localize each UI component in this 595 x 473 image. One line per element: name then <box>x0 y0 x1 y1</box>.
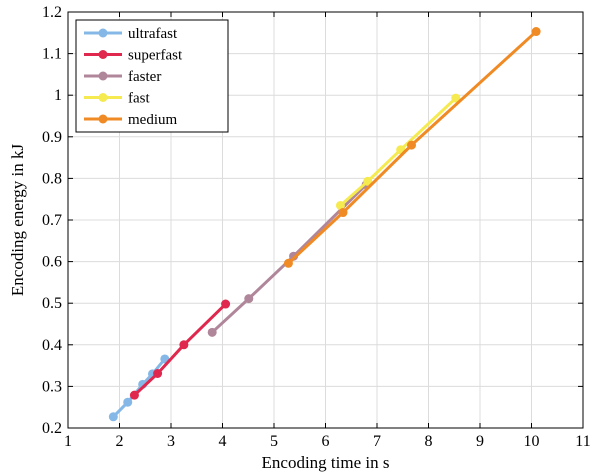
legend-item: faster <box>84 69 161 85</box>
legend-label: medium <box>128 112 177 128</box>
y-tick-label: 1 <box>54 87 62 104</box>
data-point <box>335 200 345 210</box>
y-tick-label: 1.1 <box>42 46 62 63</box>
y-tick-label: 0.5 <box>42 295 62 312</box>
y-tick-label: 0.9 <box>42 129 62 146</box>
data-point <box>244 294 254 304</box>
data-point <box>363 176 373 186</box>
series-line <box>339 97 457 207</box>
data-point <box>221 299 231 309</box>
data-point <box>289 251 299 261</box>
x-tick-label: 3 <box>167 433 175 450</box>
data-point <box>531 27 541 37</box>
y-tick-label: 0.2 <box>42 420 62 437</box>
legend-marker <box>98 71 108 81</box>
series-faster <box>207 180 371 337</box>
x-tick-label: 5 <box>270 433 278 450</box>
data-point <box>283 258 293 268</box>
series-line <box>287 30 538 265</box>
legend-item: medium <box>84 112 177 128</box>
legend-item: superfast <box>84 48 183 64</box>
y-tick-label: 1.2 <box>42 4 62 21</box>
x-tick-label: 6 <box>322 433 330 450</box>
legend-item: ultrafast <box>84 26 178 42</box>
legend-marker <box>98 28 108 38</box>
data-point <box>108 412 118 422</box>
series-line <box>133 302 227 397</box>
x-tick-label: 1 <box>64 433 72 450</box>
data-point <box>123 397 133 407</box>
legend-label: ultrafast <box>128 26 178 42</box>
series-superfast <box>129 299 231 400</box>
data-point <box>153 369 163 379</box>
y-tick-label: 0.7 <box>42 212 62 229</box>
x-tick-label: 4 <box>219 433 227 450</box>
y-axis-title: Encoding energy in kJ <box>8 144 27 297</box>
legend-label: fast <box>128 91 150 107</box>
tick-labels: 1 2 3 4 5 6 7 8 9 10 11 0.2 0.3 0.4 0.5 0.6 0.7 0.8 0.9 1 1.… <box>42 4 591 450</box>
y-tick-label: 0.8 <box>42 170 62 187</box>
x-tick-label: 7 <box>373 433 381 450</box>
legend-marker <box>98 114 108 124</box>
data-point <box>129 390 139 400</box>
x-tick-label: 9 <box>476 433 484 450</box>
legend-item: fast <box>84 91 150 107</box>
data-point <box>179 340 189 350</box>
series-ultrafast <box>108 354 170 422</box>
series-medium <box>283 27 541 268</box>
legend-marker <box>98 50 108 59</box>
data-point <box>451 93 461 103</box>
legend: ultrafast superfast faster fast medium <box>75 19 229 133</box>
data-point <box>407 140 417 150</box>
x-tick-label: 2 <box>116 433 124 450</box>
legend-label: faster <box>128 69 161 85</box>
series-line <box>112 357 166 418</box>
data-point <box>207 327 217 337</box>
series-layer <box>108 27 541 422</box>
legend-marker <box>98 93 108 102</box>
legend-label: superfast <box>128 48 183 64</box>
data-point <box>338 208 348 218</box>
x-tick-label: 8 <box>425 433 433 450</box>
y-tick-label: 0.3 <box>42 378 62 395</box>
x-axis-title: Encoding time in s <box>262 453 390 472</box>
ticks <box>67 11 584 429</box>
series-line <box>211 183 368 334</box>
y-tick-label: 0.4 <box>42 337 62 354</box>
series-fast <box>335 93 461 210</box>
x-tick-label: 10 <box>524 433 540 450</box>
y-tick-label: 0.6 <box>42 254 62 271</box>
x-tick-label: 11 <box>575 433 590 450</box>
